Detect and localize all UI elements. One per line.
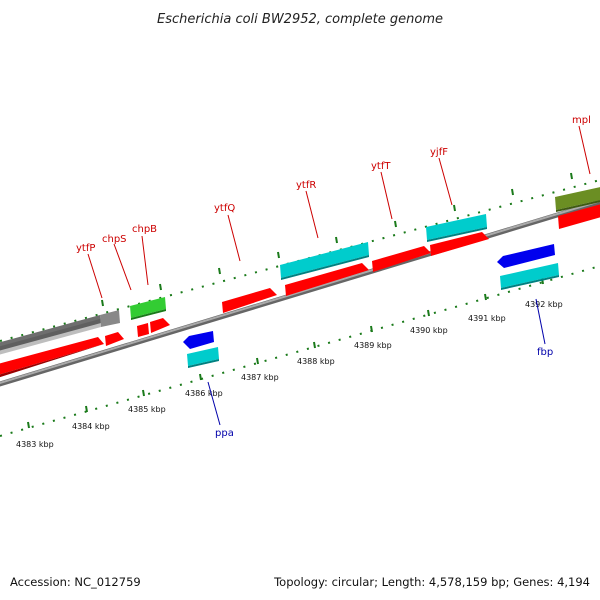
- gene-arrow-cyan: [188, 359, 219, 368]
- genome-summary-text: Topology: circular; Length: 4,578,159 bp…: [273, 575, 590, 589]
- upper-tick-ruler: [0, 172, 600, 342]
- gene-arrow-gray: [0, 319, 101, 355]
- accession-text: Accession: NC_012759: [10, 575, 141, 589]
- gene-labels: ytfP chpS chpB ytfQ ytfR ytfT yjfF mpl p…: [76, 115, 591, 439]
- gene-label-ytfR: ytfR: [296, 180, 316, 191]
- kbp-label: 4387 kbp: [241, 373, 279, 382]
- gene-arrow-gray: [0, 315, 101, 351]
- kbp-label: 4390 kbp: [410, 326, 448, 335]
- gene-arrow-red: [137, 323, 149, 337]
- gene-arrow-green: [130, 297, 166, 318]
- gene-arrow-red: [558, 204, 600, 229]
- genome-title: Escherichia coli BW2952, complete genome: [157, 12, 443, 27]
- lower-tick-ruler: [0, 265, 600, 437]
- gene-arrow-red: [430, 232, 489, 256]
- gene-arrow-cyan: [426, 214, 487, 240]
- gene-arrow-cyan: [281, 255, 369, 280]
- gene-label-chpB: chpB: [132, 224, 157, 235]
- gene-label-fbp: fbp: [537, 347, 553, 358]
- gene-leader-lines: [87, 125, 591, 426]
- gene-arrow-cyan: [280, 242, 369, 278]
- kbp-label: 4391 kbp: [468, 314, 506, 323]
- kbp-label: 4386 kbp: [185, 389, 223, 398]
- forward-strand-inner-features: [0, 204, 600, 378]
- gene-arrow-gray: [100, 310, 120, 327]
- kbp-label: 4389 kbp: [354, 341, 392, 350]
- forward-strand-outer-features: [0, 187, 600, 355]
- gene-arrow-red: [222, 288, 277, 313]
- gene-label-chpS: chpS: [102, 234, 127, 245]
- gene-arrow-blue: [183, 331, 214, 349]
- gene-arrow-olive: [555, 187, 600, 210]
- gene-arrow-cyan: [501, 275, 559, 290]
- gene-arrow-blue: [497, 244, 555, 268]
- gene-arrow-cyan: [500, 263, 559, 288]
- gene-arrow-red: [0, 344, 104, 378]
- reverse-strand-features: [183, 244, 559, 368]
- kbp-label: 4388 kbp: [297, 357, 335, 366]
- kbp-label: 4384 kbp: [72, 422, 110, 431]
- gene-arrow-red: [150, 318, 170, 333]
- gene-label-ytfP: ytfP: [76, 243, 95, 254]
- kbp-label: 4392 kbp: [525, 300, 563, 309]
- gene-label-ppa: ppa: [215, 428, 234, 439]
- gene-arrow-red: [285, 263, 369, 296]
- gene-arrow-red: [0, 337, 104, 375]
- gene-arrow-red: [372, 246, 431, 272]
- gene-arrow-green: [131, 309, 166, 320]
- gene-label-ytfQ: ytfQ: [214, 203, 235, 214]
- kbp-labels: 4383 kbp 4384 kbp 4385 kbp 4386 kbp 4387…: [16, 300, 563, 449]
- genome-backbone: [0, 199, 600, 387]
- gene-arrow-cyan: [187, 347, 219, 366]
- gene-label-ytfT: ytfT: [371, 161, 391, 172]
- kbp-label: 4385 kbp: [128, 405, 166, 414]
- gene-arrow-cyan: [427, 227, 487, 242]
- gene-label-mpl: mpl: [572, 115, 591, 126]
- kbp-label: 4383 kbp: [16, 440, 54, 449]
- gene-arrow-olive: [556, 200, 600, 212]
- gene-label-yjfF: yjfF: [430, 147, 448, 158]
- gene-arrow-red: [105, 332, 124, 346]
